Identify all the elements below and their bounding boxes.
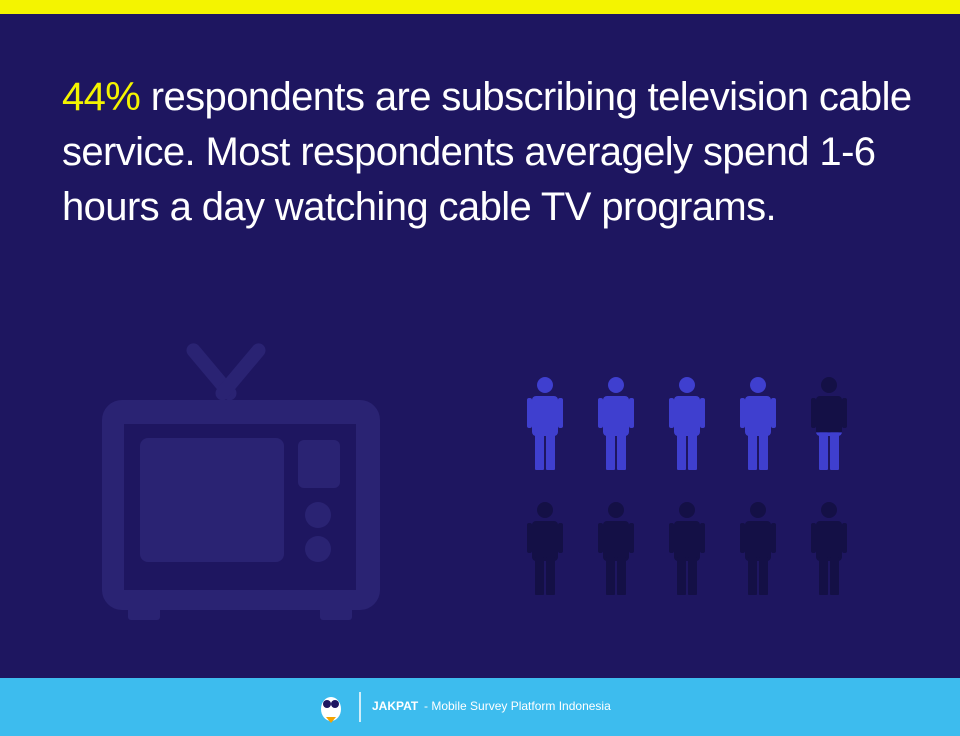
person-icon xyxy=(740,502,776,595)
headline-text: respondents are subscribing television c… xyxy=(62,75,912,229)
person-icon xyxy=(740,377,776,470)
person-icon xyxy=(811,377,847,470)
person-icon xyxy=(527,502,563,595)
person-icon xyxy=(598,377,634,470)
tv-icon xyxy=(102,343,380,620)
footer-brand: JAKPAT xyxy=(372,699,419,713)
person-icon xyxy=(811,502,847,595)
headline: 44% respondents are subscribing televisi… xyxy=(62,70,912,235)
headline-highlight: 44% xyxy=(62,75,141,119)
footer-logo xyxy=(321,692,361,723)
top-bar xyxy=(0,0,960,14)
footer: JAKPAT - Mobile Survey Platform Indonesi… xyxy=(0,678,960,736)
person-icon xyxy=(669,377,705,470)
illustration xyxy=(102,343,847,620)
footer-tagline: - Mobile Survey Platform Indonesia xyxy=(424,699,611,713)
person-icon xyxy=(527,377,563,470)
person-icon xyxy=(669,502,705,595)
person-icon xyxy=(598,502,634,595)
